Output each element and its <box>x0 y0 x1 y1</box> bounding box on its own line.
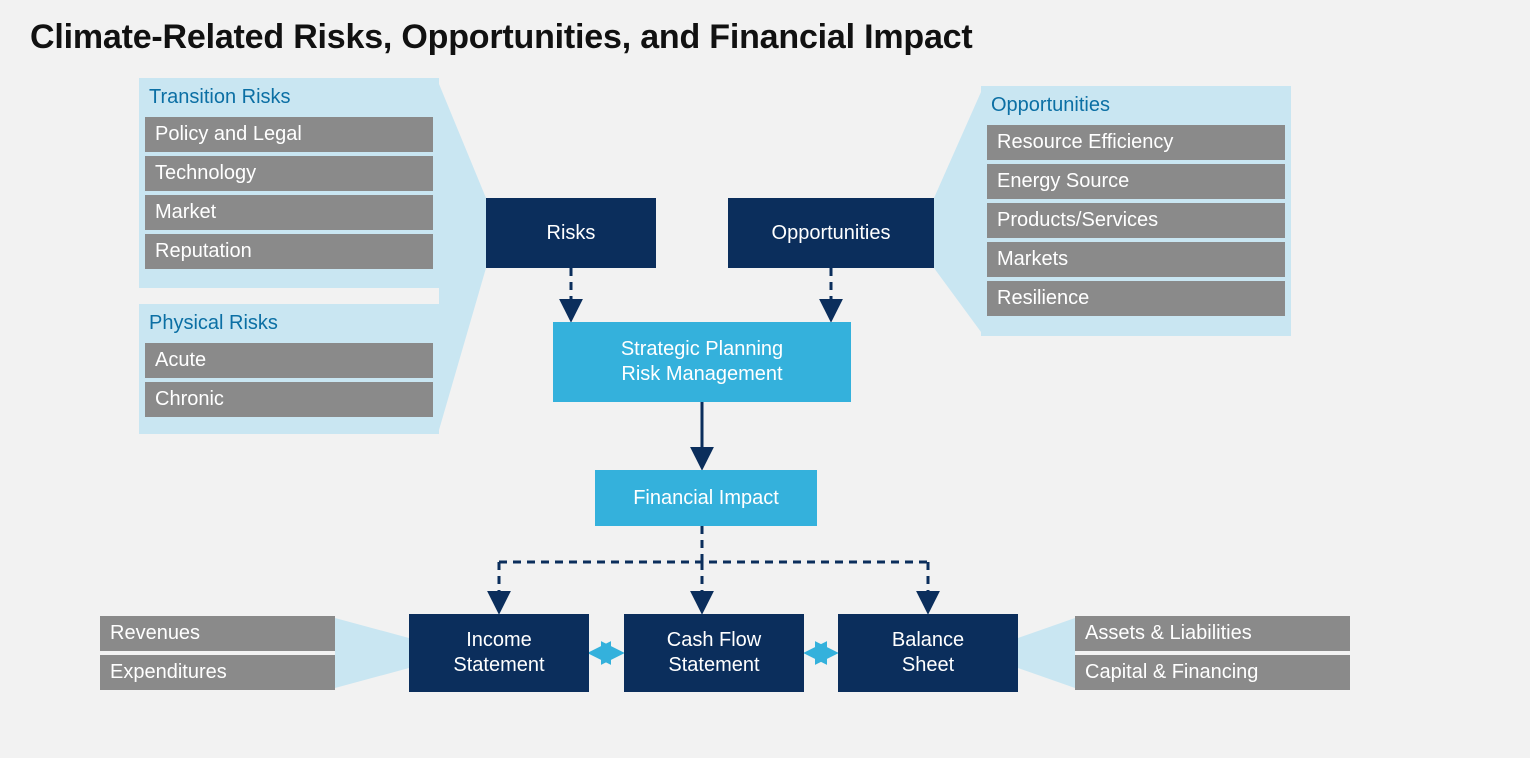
panel-item: Resilience <box>987 281 1285 316</box>
node-opportunities: Opportunities <box>728 198 934 268</box>
panel-item: Expenditures <box>100 655 335 690</box>
panel-item: Resource Efficiency <box>987 125 1285 160</box>
node-cashflow-statement: Cash Flow Statement <box>624 614 804 692</box>
panel-items: Revenues Expenditures <box>100 614 335 692</box>
panel-items: Assets & Liabilities Capital & Financing <box>1075 614 1350 692</box>
diagram-canvas: Climate-Related Risks, Opportunities, an… <box>0 0 1530 758</box>
node-strategic-planning: Strategic Planning Risk Management <box>553 322 851 402</box>
page-title: Climate-Related Risks, Opportunities, an… <box>30 18 973 57</box>
wedge-right-top <box>934 92 981 332</box>
panel-item: Market <box>145 195 433 230</box>
node-label: Strategic Planning Risk Management <box>621 337 783 387</box>
panel-item: Energy Source <box>987 164 1285 199</box>
panel-item: Products/Services <box>987 203 1285 238</box>
node-label: Cash Flow Statement <box>667 628 761 678</box>
panel-revenues: Revenues Expenditures <box>100 614 335 692</box>
node-label: Income Statement <box>453 628 544 678</box>
panel-assets: Assets & Liabilities Capital & Financing <box>1075 614 1350 692</box>
node-label: Risks <box>547 221 596 246</box>
panel-item: Acute <box>145 343 433 378</box>
panel-item: Assets & Liabilities <box>1075 616 1350 651</box>
node-income-statement: Income Statement <box>409 614 589 692</box>
node-label: Financial Impact <box>633 486 779 511</box>
panel-physical-risks: Physical Risks Acute Chronic <box>139 304 439 434</box>
panel-items: Policy and Legal Technology Market Reputati… <box>139 115 439 271</box>
node-risks: Risks <box>486 198 656 268</box>
panel-items: Resource Efficiency Energy Source Products… <box>981 123 1291 318</box>
panel-header: Opportunities <box>981 86 1291 123</box>
wedge-left-top <box>439 84 486 430</box>
panel-header: Physical Risks <box>139 304 439 341</box>
panel-item: Revenues <box>100 616 335 651</box>
wedge-right-bottom <box>1018 618 1075 688</box>
panel-item: Technology <box>145 156 433 191</box>
panel-item: Markets <box>987 242 1285 277</box>
panel-transition-risks: Transition Risks Policy and Legal Technol… <box>139 78 439 288</box>
panel-item: Reputation <box>145 234 433 269</box>
panel-opportunities: Opportunities Resource Efficiency Energy … <box>981 86 1291 336</box>
panel-item: Policy and Legal <box>145 117 433 152</box>
wedge-left-bottom <box>335 618 409 688</box>
panel-item: Capital & Financing <box>1075 655 1350 690</box>
panel-header: Transition Risks <box>139 78 439 115</box>
node-balance-sheet: Balance Sheet <box>838 614 1018 692</box>
panel-item: Chronic <box>145 382 433 417</box>
node-label: Balance Sheet <box>892 628 964 678</box>
node-financial-impact: Financial Impact <box>595 470 817 526</box>
node-label: Opportunities <box>772 221 891 246</box>
panel-items: Acute Chronic <box>139 341 439 419</box>
